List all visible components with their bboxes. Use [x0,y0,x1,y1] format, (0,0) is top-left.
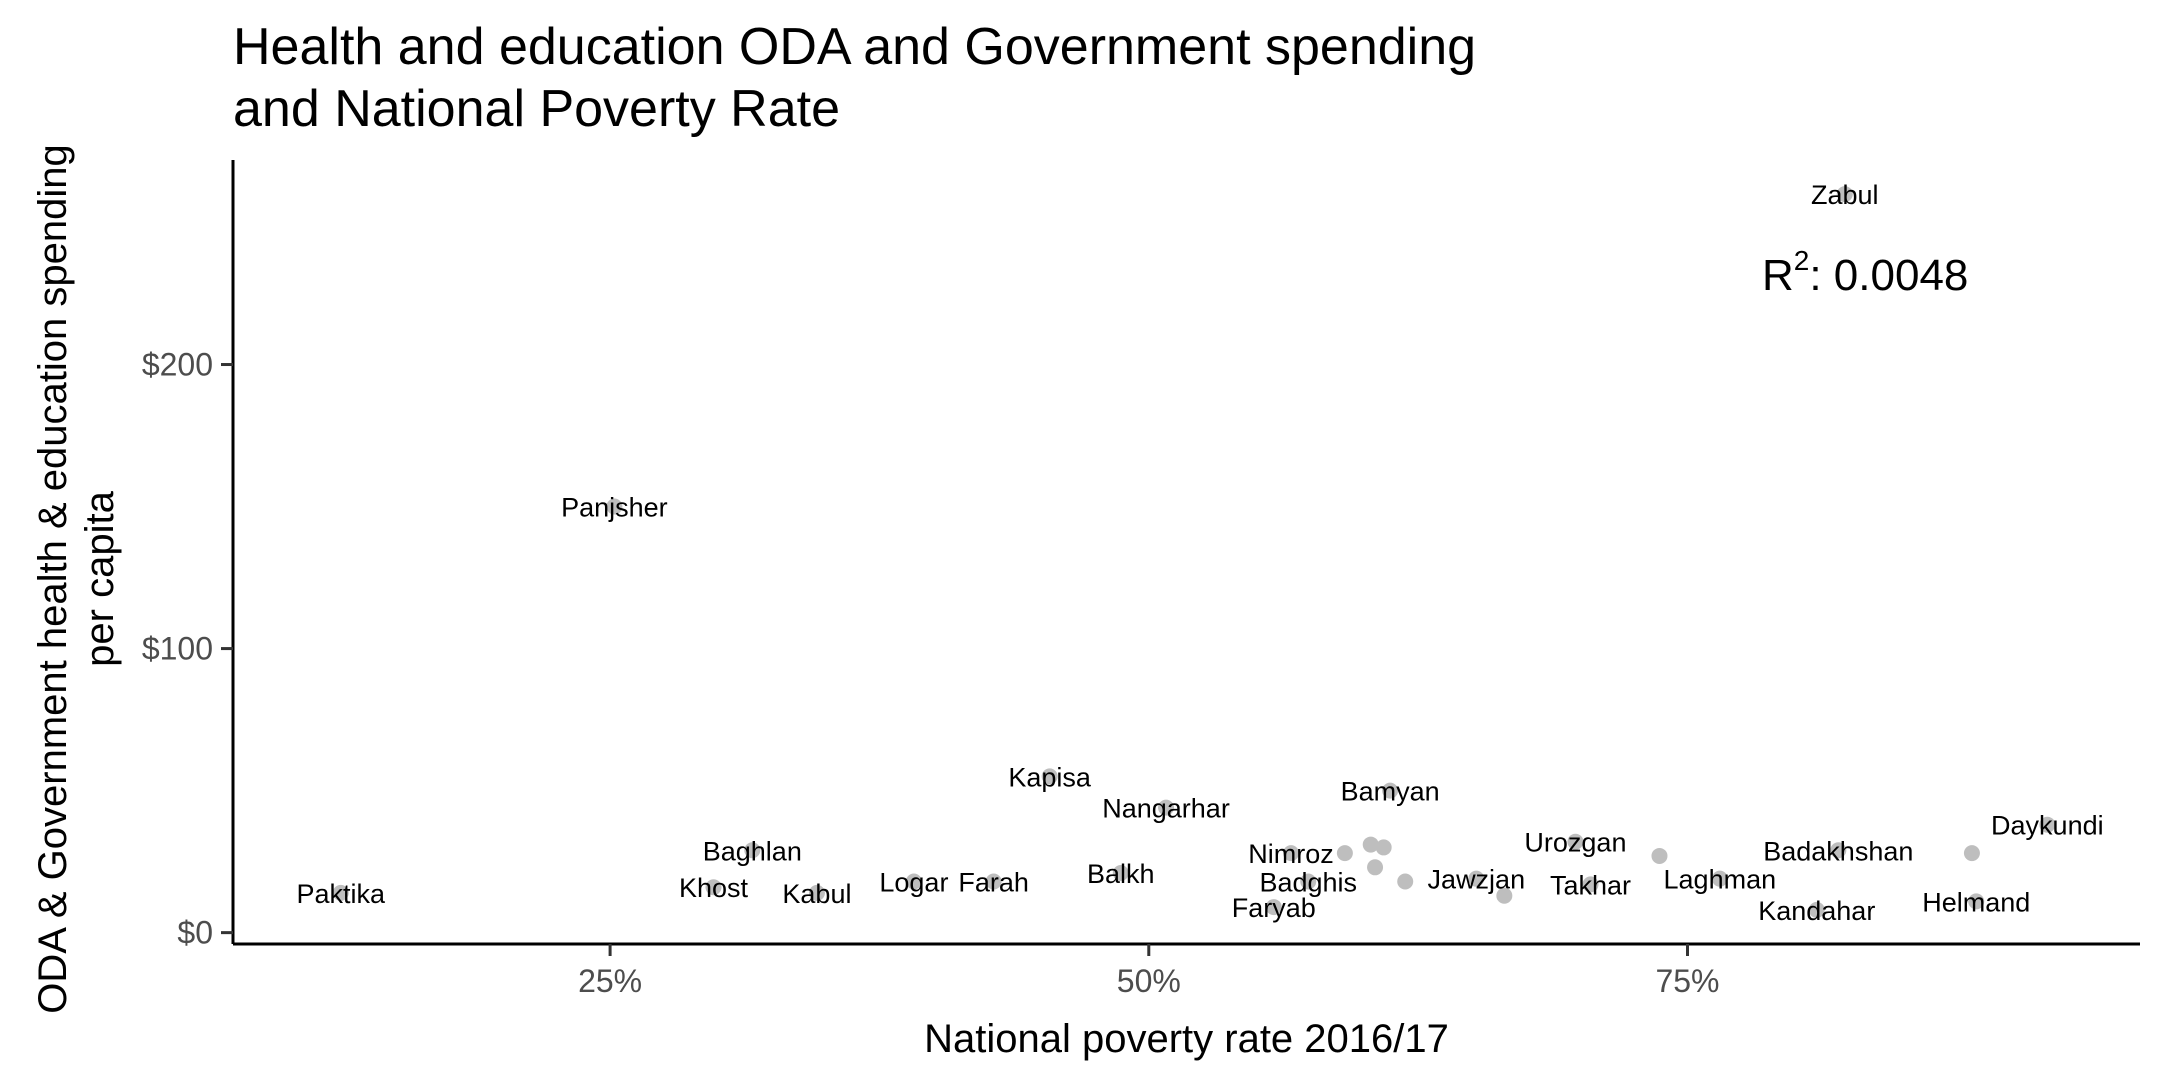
point-label: Kandahar [1758,896,1875,926]
data-point [1283,845,1300,862]
data-point [1265,899,1282,916]
data-point [744,842,761,859]
point-label: Helmand [1922,887,2030,917]
data-point [332,884,349,901]
data-point [1375,839,1392,856]
data-point [1567,833,1584,850]
r-squared-prefix: R [1762,251,1794,300]
x-tick-label: 50% [1117,963,1181,999]
data-point [905,873,922,890]
data-point [1300,873,1317,890]
ticks: 25% 50% 75% $0 $100 $200 [142,347,1720,999]
x-tick-label: 75% [1655,963,1719,999]
point-label: Kabul [782,879,851,909]
axes [231,160,2140,946]
point-label: Badghis [1259,868,1357,898]
point-label: Panjsher [561,493,668,523]
y-tick-label: $200 [142,347,213,383]
point-label: Urozgan [1524,828,1626,858]
r-squared-superscript: 2 [1794,245,1810,276]
data-point [2039,816,2056,833]
data-point [1836,186,1853,203]
data-point [1367,859,1384,876]
point-label: Daykundi [1991,811,2104,841]
data-point [1968,893,1985,910]
data-point [1651,847,1668,864]
y-axis-title-line-2: per capita [78,490,122,666]
point-label: Khost [679,873,749,903]
data-point [705,879,722,896]
data-point [1041,768,1058,785]
data-point [1158,799,1175,816]
y-axis-title: ODA & Government health & education spen… [31,144,122,1013]
data-point [1336,845,1353,862]
data-point [1808,901,1825,918]
point-label: Balkh [1087,859,1155,889]
data-point [1112,864,1129,881]
data-point [1382,782,1399,799]
y-tick-label: $0 [177,915,213,951]
x-axis-title: National poverty rate 2016/17 [924,1017,1449,1061]
data-point [1496,887,1513,904]
data-point [1468,870,1485,887]
point-label: Kapisa [1008,762,1092,792]
point-label: Paktika [296,879,386,909]
data-point [808,884,825,901]
data-point [1362,836,1379,853]
data-point [985,873,1002,890]
r-squared-value: : 0.0048 [1809,251,1968,300]
point-label: Nangarhar [1102,794,1230,824]
y-axis-title-line-1: ODA & Government health & education spen… [31,144,75,1013]
data-point [1397,873,1414,890]
point-label: Laghman [1664,865,1777,895]
y-tick-label: $100 [142,631,213,667]
point-label: Nimroz [1248,839,1334,869]
point-label: Farah [958,868,1029,898]
point-label: Logar [879,868,948,898]
point-label: Badakhshan [1763,836,1913,866]
points-layer [332,186,2056,918]
point-label: Zabul [1811,180,1879,210]
data-point [1963,845,1980,862]
data-point [606,498,623,515]
chart-title-line-1: Health and education ODA and Government … [233,18,1477,76]
x-tick-label: 25% [578,963,642,999]
point-label: Faryab [1232,893,1316,923]
r-squared-annotation: R2: 0.0048 [1762,245,1968,300]
chart-title: Health and education ODA and Government … [233,16,1476,140]
point-label: Jawzjan [1428,865,1526,895]
point-label: Baghlan [703,836,802,866]
data-point [1582,876,1599,893]
chart-title-line-2: and National Poverty Rate [233,80,841,138]
point-label: Takhar [1550,870,1631,900]
point-label: Bamyan [1341,777,1440,807]
data-point [1830,842,1847,859]
data-point [1711,870,1728,887]
point-labels-layer: Zabul Panjsher Paktika Baghlan Khost Kabul Log… [296,180,2103,926]
